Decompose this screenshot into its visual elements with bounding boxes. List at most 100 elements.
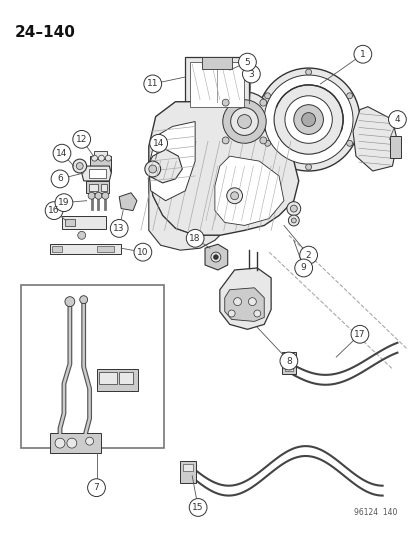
Circle shape [230, 192, 238, 200]
Circle shape [353, 45, 371, 63]
Bar [281, 352, 295, 374]
Bar [183, 464, 193, 471]
Text: 9: 9 [300, 263, 306, 272]
Circle shape [301, 112, 315, 126]
Circle shape [257, 68, 359, 171]
Circle shape [51, 170, 69, 188]
Bar [50, 433, 101, 453]
Circle shape [242, 65, 260, 83]
Circle shape [230, 108, 258, 135]
Circle shape [279, 352, 297, 370]
Circle shape [73, 159, 86, 173]
Text: 17: 17 [353, 330, 365, 339]
Circle shape [110, 220, 128, 237]
Bar [284, 364, 292, 371]
Text: 11: 11 [147, 79, 158, 88]
Circle shape [76, 163, 83, 169]
Text: 12: 12 [76, 135, 87, 144]
Text: 13: 13 [113, 224, 125, 233]
Circle shape [222, 137, 228, 144]
Circle shape [253, 310, 260, 317]
Bar [101, 184, 107, 191]
Text: 15: 15 [192, 503, 203, 512]
Text: 96124  140: 96124 140 [353, 508, 396, 518]
Circle shape [293, 104, 323, 134]
Circle shape [189, 498, 206, 516]
Circle shape [186, 229, 204, 247]
Bar [99, 372, 117, 384]
Text: 4: 4 [394, 115, 399, 124]
Circle shape [238, 53, 256, 71]
Polygon shape [352, 107, 396, 171]
Text: 14: 14 [152, 139, 164, 148]
Bar [284, 355, 292, 362]
Circle shape [263, 75, 352, 164]
Circle shape [288, 215, 299, 226]
Polygon shape [214, 156, 283, 225]
Circle shape [213, 255, 218, 260]
Polygon shape [81, 166, 111, 181]
Circle shape [305, 164, 311, 170]
Circle shape [259, 99, 266, 106]
Bar [180, 461, 196, 483]
Bar [88, 184, 98, 191]
Bar [85, 181, 109, 193]
Polygon shape [148, 102, 298, 236]
Polygon shape [119, 193, 137, 211]
Circle shape [67, 438, 76, 448]
Circle shape [102, 192, 109, 199]
Bar [119, 372, 133, 384]
Circle shape [85, 437, 93, 445]
Circle shape [55, 438, 65, 448]
Bar [21, 285, 163, 448]
Circle shape [134, 243, 152, 261]
Text: 6: 6 [57, 174, 63, 183]
Polygon shape [148, 171, 219, 250]
Circle shape [259, 137, 266, 144]
Bar [52, 246, 62, 252]
Text: 14: 14 [56, 149, 67, 158]
Circle shape [95, 192, 102, 199]
Circle shape [286, 201, 300, 215]
Bar [62, 215, 106, 229]
Circle shape [228, 310, 235, 317]
Circle shape [346, 140, 352, 146]
Polygon shape [148, 149, 182, 183]
Bar [89, 156, 111, 172]
Bar [93, 151, 107, 159]
Polygon shape [219, 268, 271, 329]
Text: 10: 10 [137, 248, 148, 257]
Circle shape [350, 325, 368, 343]
Circle shape [88, 479, 105, 497]
Circle shape [78, 231, 85, 239]
Circle shape [105, 155, 111, 161]
Bar [202, 57, 231, 69]
Circle shape [150, 134, 167, 152]
Text: 18: 18 [189, 234, 200, 243]
Circle shape [264, 93, 270, 99]
Text: 5: 5 [244, 58, 250, 67]
Bar [88, 169, 106, 178]
Circle shape [294, 259, 312, 277]
Bar [65, 219, 75, 227]
Circle shape [91, 155, 97, 161]
Text: 8: 8 [285, 357, 291, 366]
Bar [190, 62, 244, 107]
Bar [96, 246, 114, 252]
Bar [389, 136, 400, 158]
Bar [185, 57, 249, 111]
Circle shape [299, 246, 317, 264]
Circle shape [53, 144, 71, 162]
Circle shape [145, 161, 160, 177]
Circle shape [88, 192, 95, 199]
Polygon shape [224, 288, 263, 321]
Polygon shape [204, 244, 227, 270]
Text: 2: 2 [305, 251, 311, 260]
Circle shape [143, 75, 161, 93]
Circle shape [73, 131, 90, 148]
Circle shape [346, 93, 352, 99]
Circle shape [273, 85, 342, 154]
Bar [96, 369, 138, 391]
Circle shape [248, 297, 256, 305]
Circle shape [214, 92, 273, 151]
